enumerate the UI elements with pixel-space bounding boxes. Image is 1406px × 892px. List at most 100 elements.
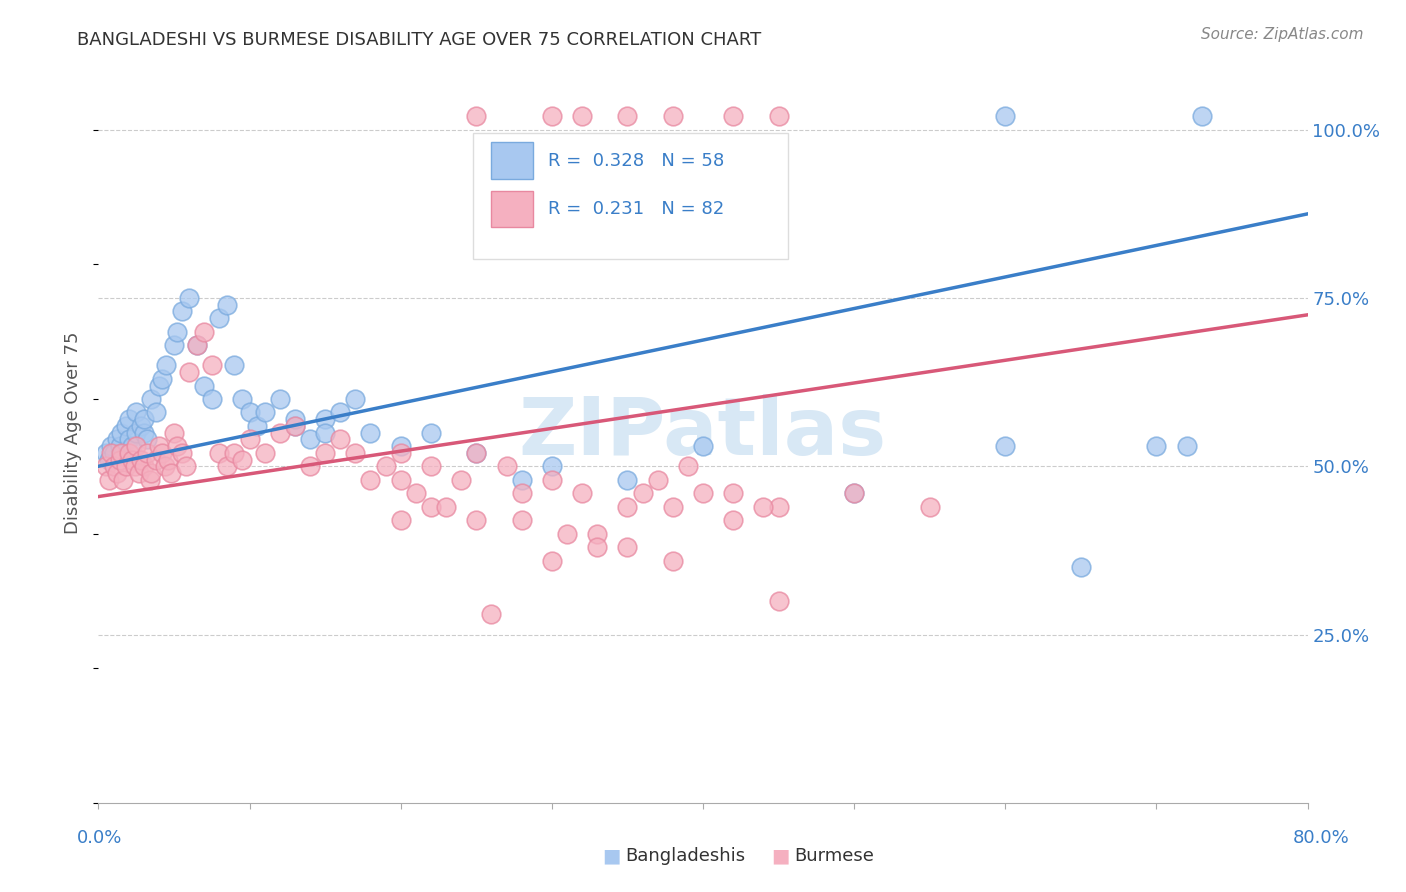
Point	[124, 459, 146, 474]
Point	[201, 392, 224, 406]
Point	[239, 433, 262, 447]
Point	[465, 109, 488, 123]
Text: Bangladeshis: Bangladeshis	[626, 847, 745, 865]
Text: BANGLADESHI VS BURMESE DISABILITY AGE OVER 75 CORRELATION CHART: BANGLADESHI VS BURMESE DISABILITY AGE OV…	[77, 31, 762, 49]
FancyBboxPatch shape	[474, 133, 787, 259]
Point	[121, 439, 143, 453]
Point	[465, 446, 488, 460]
Point	[844, 486, 866, 500]
Point	[135, 433, 157, 447]
Point	[344, 392, 367, 406]
Point	[141, 466, 163, 480]
Point	[110, 425, 132, 440]
Point	[163, 425, 186, 440]
Point	[193, 378, 215, 392]
Point	[1144, 439, 1167, 453]
Point	[135, 446, 157, 460]
Point	[314, 446, 336, 460]
FancyBboxPatch shape	[492, 191, 533, 227]
Point	[495, 459, 517, 474]
Point	[179, 291, 201, 305]
Point	[299, 459, 322, 474]
Point	[129, 452, 152, 467]
Point	[692, 439, 714, 453]
Point	[132, 412, 155, 426]
Point	[768, 500, 790, 514]
Point	[360, 473, 382, 487]
Point	[132, 459, 155, 474]
Point	[118, 412, 141, 426]
Text: 80.0%: 80.0%	[1294, 830, 1350, 847]
Point	[111, 446, 134, 460]
Point	[153, 459, 176, 474]
Point	[139, 473, 162, 487]
Point	[1070, 560, 1092, 574]
Y-axis label: Disability Age Over 75: Disability Age Over 75	[65, 331, 83, 534]
Point	[108, 452, 131, 467]
Point	[132, 425, 155, 440]
Point	[389, 513, 412, 527]
Point	[510, 513, 533, 527]
Point	[571, 486, 593, 500]
Point	[481, 607, 503, 622]
Point	[540, 473, 562, 487]
Point	[723, 513, 745, 527]
Point	[465, 513, 488, 527]
Point	[118, 433, 141, 447]
Point	[1175, 439, 1198, 453]
Point	[121, 452, 143, 467]
Point	[768, 109, 790, 123]
Point	[215, 459, 238, 474]
Point	[465, 446, 488, 460]
Text: ZIPatlas: ZIPatlas	[519, 393, 887, 472]
Point	[125, 405, 148, 419]
Point	[253, 446, 276, 460]
Point	[111, 473, 134, 487]
Point	[98, 473, 121, 487]
Point	[676, 459, 699, 474]
Point	[114, 418, 136, 433]
Point	[616, 109, 638, 123]
Point	[768, 594, 790, 608]
Point	[224, 359, 246, 373]
Point	[148, 378, 170, 392]
Point	[284, 418, 307, 433]
Point	[540, 459, 562, 474]
Point	[145, 405, 167, 419]
Point	[586, 540, 609, 554]
Point	[129, 418, 152, 433]
Point	[94, 459, 117, 474]
Point	[224, 446, 246, 460]
Point	[994, 109, 1017, 123]
Point	[208, 311, 231, 326]
Point	[1191, 109, 1213, 123]
Point	[918, 500, 941, 514]
Point	[174, 459, 197, 474]
Point	[510, 486, 533, 500]
Point	[661, 500, 683, 514]
Point	[105, 466, 128, 480]
FancyBboxPatch shape	[492, 143, 533, 178]
Point	[329, 405, 352, 419]
Point	[329, 433, 352, 447]
Point	[405, 486, 427, 500]
Point	[723, 109, 745, 123]
Point	[299, 433, 322, 447]
Point	[586, 526, 609, 541]
Point	[103, 446, 125, 460]
Point	[170, 446, 193, 460]
Point	[118, 446, 141, 460]
Point	[389, 473, 412, 487]
Point	[246, 418, 269, 433]
Point	[450, 473, 472, 487]
Point	[100, 446, 122, 460]
Point	[555, 526, 578, 541]
Point	[616, 473, 638, 487]
Point	[540, 553, 562, 567]
Point	[994, 439, 1017, 453]
Point	[215, 298, 238, 312]
Point	[723, 486, 745, 500]
Point	[389, 446, 412, 460]
Point	[844, 486, 866, 500]
Point	[434, 500, 457, 514]
